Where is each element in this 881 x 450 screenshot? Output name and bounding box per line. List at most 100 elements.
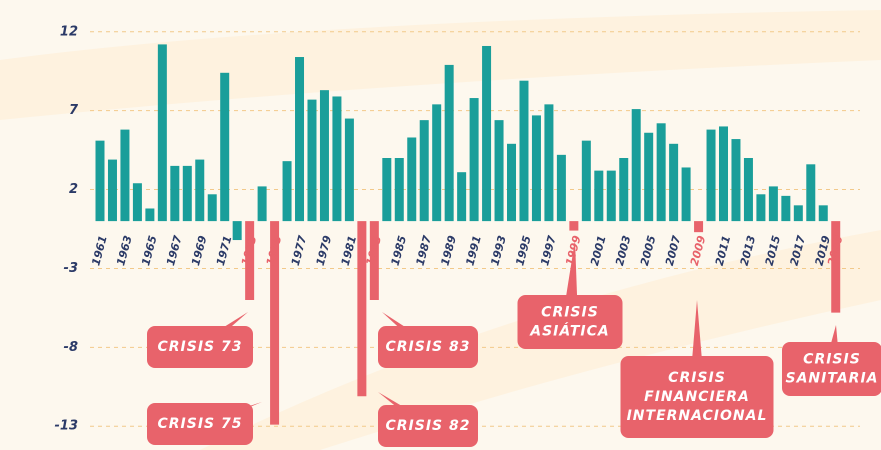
x-tick-label: 2001 xyxy=(588,234,608,267)
y-tick-label: -3 xyxy=(64,261,78,276)
annotation-text: CRISIS xyxy=(668,370,726,386)
bar xyxy=(694,221,704,233)
x-tick-label: 2007 xyxy=(663,234,684,267)
bar xyxy=(307,99,317,222)
x-tick-label: 1997 xyxy=(538,234,559,267)
bar xyxy=(357,221,367,397)
annotation-box xyxy=(147,326,253,368)
bar xyxy=(270,221,280,425)
x-tick-label: 1973 xyxy=(239,234,260,267)
bar xyxy=(232,221,242,241)
bar xyxy=(669,143,679,222)
bar xyxy=(432,104,442,222)
bar xyxy=(531,115,541,222)
annotation-box xyxy=(620,356,774,438)
y-tick-label: 12 xyxy=(60,24,78,39)
y-tick-label: -8 xyxy=(64,340,78,355)
bar xyxy=(507,143,517,222)
bar xyxy=(818,205,828,222)
annotation: CRISIS 75 xyxy=(147,402,262,445)
x-tick-label: 1971 xyxy=(214,234,234,267)
bar xyxy=(170,165,180,222)
bar xyxy=(444,64,454,222)
bar xyxy=(207,194,217,222)
bar xyxy=(544,104,554,222)
annotation-text: CRISIS 73 xyxy=(158,339,243,355)
bar xyxy=(743,158,753,222)
annotation-text: CRISIS xyxy=(803,352,861,368)
bar xyxy=(195,159,205,222)
bar xyxy=(706,129,716,222)
background-band xyxy=(0,10,881,120)
x-tick-label: 1977 xyxy=(289,234,310,267)
x-tick-label: 1985 xyxy=(389,234,410,267)
annotation-text: SANITARIA xyxy=(786,371,879,387)
x-tick-label: 1987 xyxy=(414,234,435,267)
annotation: CRISIS ASIÁTICA xyxy=(517,240,623,349)
bar xyxy=(569,221,579,231)
bar xyxy=(157,44,167,222)
annotation-box xyxy=(517,295,623,349)
bar xyxy=(594,170,604,222)
bar xyxy=(220,72,230,222)
bar xyxy=(606,170,616,222)
bar xyxy=(332,96,342,222)
x-tick-label: 2009 xyxy=(688,234,709,267)
bar xyxy=(407,137,417,222)
y-tick-label: 7 xyxy=(69,103,79,118)
bar xyxy=(182,165,192,222)
annotation-text: CRISIS 75 xyxy=(158,416,243,432)
bar xyxy=(581,140,591,222)
x-tick-label: 1983 xyxy=(364,234,385,267)
x-tick-label: 1965 xyxy=(139,234,160,267)
bar xyxy=(731,139,741,222)
bar xyxy=(469,98,479,222)
annotation-text: CRISIS 83 xyxy=(386,339,471,355)
annotation-text: INTERNACIONAL xyxy=(627,408,768,424)
x-tick-label: 1975 xyxy=(264,234,285,267)
bar xyxy=(656,123,666,222)
x-tick-label: 1961 xyxy=(89,234,109,267)
bar xyxy=(831,221,841,313)
bar xyxy=(756,194,766,222)
annotation: CRISIS 73 xyxy=(147,312,253,368)
x-tick-label: 1967 xyxy=(164,234,185,267)
bar xyxy=(369,221,379,300)
annotation-text: CRISIS xyxy=(541,305,599,321)
bar xyxy=(806,164,816,222)
x-tick-label: 1995 xyxy=(513,234,534,267)
annotation-text: ASIÁTICA xyxy=(529,323,610,340)
annotation-box xyxy=(378,405,478,447)
annotation-box xyxy=(147,403,253,445)
bar xyxy=(282,161,292,222)
bar xyxy=(482,45,492,222)
annotation: CRISIS 82 xyxy=(378,392,478,447)
bar xyxy=(519,80,529,222)
annotation-text: FINANCIERA xyxy=(644,389,750,405)
bar xyxy=(344,118,354,222)
annotation-box xyxy=(378,326,478,368)
x-tick-label: 1989 xyxy=(438,234,459,267)
annotation: CRISIS 83 xyxy=(378,312,478,368)
x-tick-label: 1981 xyxy=(339,234,359,267)
bar xyxy=(556,154,566,222)
bar xyxy=(793,205,803,222)
y-tick-label: -13 xyxy=(55,419,79,434)
bar xyxy=(781,195,791,222)
x-tick-label: 1969 xyxy=(189,234,210,267)
annotation-box xyxy=(782,342,881,396)
annotation: CRISIS FINANCIERA INTERNACIONAL xyxy=(620,300,774,438)
bar xyxy=(494,120,504,222)
bar xyxy=(394,158,404,222)
bar xyxy=(107,159,117,222)
y-tick-label: 2 xyxy=(69,182,78,197)
bar xyxy=(768,186,778,222)
x-tick-label: 1979 xyxy=(314,234,335,267)
annotation-text: CRISIS 82 xyxy=(386,418,471,434)
x-tick-label: 1993 xyxy=(488,234,509,267)
bar xyxy=(257,186,267,222)
x-tick-label: 1963 xyxy=(114,234,135,267)
bar xyxy=(295,57,305,222)
bar xyxy=(382,158,392,222)
